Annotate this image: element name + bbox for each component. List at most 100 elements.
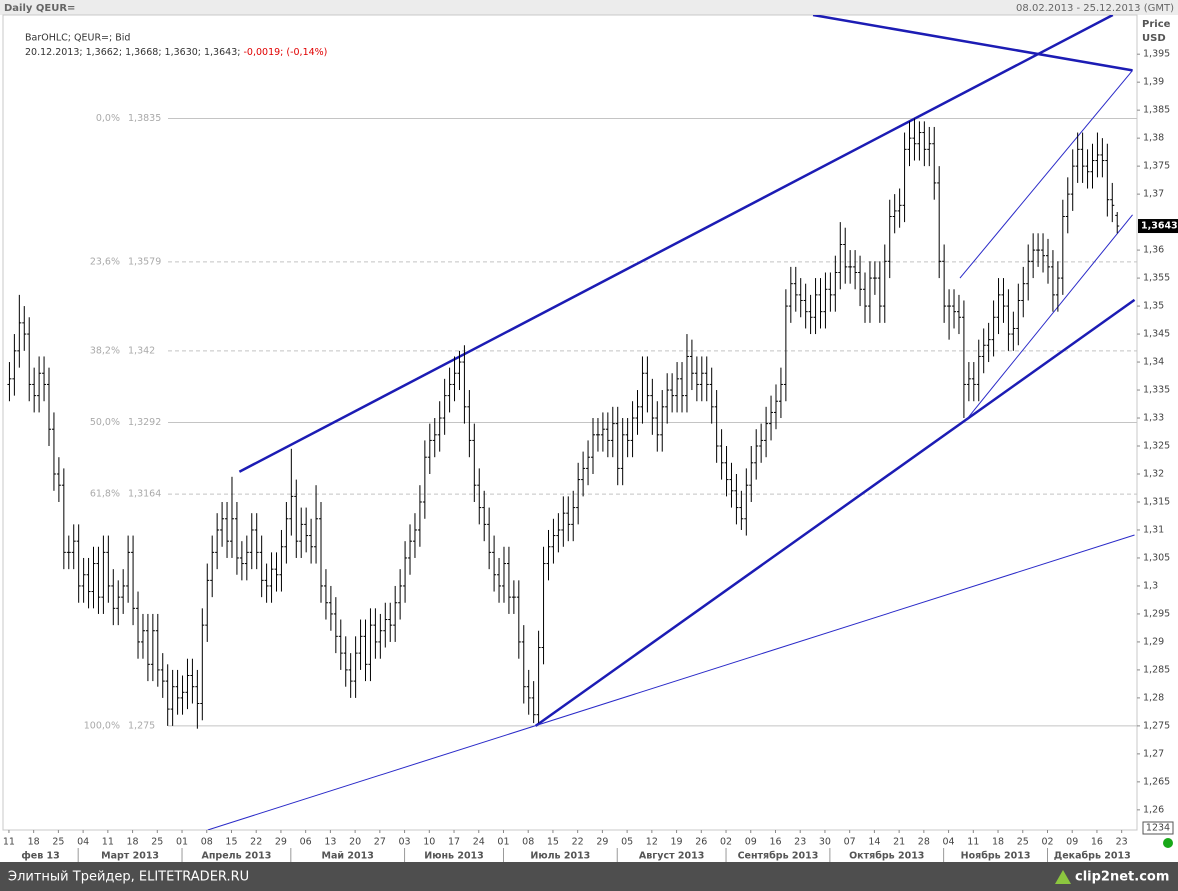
- x-tick-label: 16: [1091, 837, 1103, 848]
- fib-price: 1,275: [128, 720, 155, 731]
- y-tick-label: 1,385: [1143, 105, 1170, 116]
- x-tick-label: 19: [671, 837, 683, 848]
- x-tick-label: 23: [794, 837, 806, 848]
- x-tick-label: 09: [1066, 837, 1078, 848]
- x-tick-label: 25: [1017, 837, 1029, 848]
- y-tick-label: 1,37: [1143, 189, 1164, 200]
- y-tick-label: 1,26: [1143, 804, 1164, 815]
- y-tick-label: 1,285: [1143, 664, 1170, 675]
- y-tick-label: 1,315: [1143, 496, 1170, 507]
- fib-percent: 50,0%: [90, 417, 120, 428]
- y-tick-label: 1,27: [1143, 748, 1164, 759]
- y-tick-label: 1,39: [1143, 77, 1164, 88]
- fib-percent: 100,0%: [84, 720, 120, 731]
- x-tick-label: 08: [522, 837, 534, 848]
- ohlc-info: 20.12.2013; 1,3662; 1,3668; 1,3630; 1,36…: [25, 47, 327, 58]
- x-tick-label: 18: [28, 837, 40, 848]
- fib-price: 1,342: [128, 345, 155, 356]
- series-name: BarOHLC; QEUR=; Bid: [25, 33, 130, 44]
- brand-icon: [1055, 870, 1071, 884]
- month-label: Май 2013: [322, 851, 374, 862]
- trendline: [534, 298, 1136, 727]
- trendline: [812, 15, 1133, 72]
- x-tick-label: 01: [497, 837, 509, 848]
- corner-box: [1142, 821, 1174, 835]
- y-tick-label: 1,265: [1143, 776, 1170, 787]
- y-label: Price: [1142, 19, 1171, 30]
- x-tick-label: 13: [324, 837, 336, 848]
- trendline: [238, 15, 1114, 473]
- x-tick-label: 01: [176, 837, 188, 848]
- y-tick-label: 1,355: [1143, 273, 1170, 284]
- last-price-label: 1,3643: [1141, 221, 1178, 232]
- month-label: Декабрь 2013: [1054, 851, 1131, 862]
- fib-price: 1,3164: [128, 489, 161, 500]
- y-tick-label: 1,275: [1143, 720, 1170, 731]
- fib-percent: 23,6%: [90, 256, 120, 267]
- x-tick-label: 15: [225, 837, 237, 848]
- x-tick-label: 27: [374, 837, 386, 848]
- y-tick-label: 1,295: [1143, 608, 1170, 619]
- x-tick-label: 28: [918, 837, 930, 848]
- y-tick-label: 1,32: [1143, 468, 1164, 479]
- change: -0,0019; (-0,14%): [243, 47, 327, 58]
- x-tick-label: 29: [596, 837, 608, 848]
- x-tick-label: 24: [473, 837, 485, 848]
- x-tick-label: 22: [250, 837, 262, 848]
- x-tick-label: 17: [448, 837, 460, 848]
- x-tick-label: 15: [547, 837, 559, 848]
- header-bar: [0, 0, 1178, 15]
- y-tick-label: 1,305: [1143, 552, 1170, 563]
- x-tick-label: 02: [720, 837, 732, 848]
- month-label: Апрель 2013: [201, 851, 271, 862]
- x-tick-label: 10: [423, 837, 435, 848]
- trendline: [959, 70, 1133, 279]
- x-tick-label: 25: [52, 837, 64, 848]
- x-tick-label: 29: [275, 837, 287, 848]
- month-label: Август 2013: [639, 851, 704, 862]
- month-label: Сентябрь 2013: [738, 851, 819, 862]
- x-tick-label: 07: [844, 837, 856, 848]
- x-tick-label: 26: [695, 837, 707, 848]
- y-tick-label: 1,38: [1143, 133, 1164, 144]
- ohlc-values: 20.12.2013; 1,3662; 1,3668; 1,3630; 1,36…: [25, 47, 240, 58]
- x-tick-label: 22: [572, 837, 584, 848]
- x-tick-label: 20: [349, 837, 361, 848]
- status-dot: [1163, 838, 1173, 848]
- x-tick-label: 03: [399, 837, 411, 848]
- y-tick-label: 1,33: [1143, 413, 1164, 424]
- x-tick-label: 09: [745, 837, 757, 848]
- corner-label: 1234: [1146, 823, 1170, 834]
- x-tick-label: 25: [151, 837, 163, 848]
- x-tick-label: 11: [3, 837, 15, 848]
- y-tick-label: 1,29: [1143, 636, 1164, 647]
- x-tick-label: 12: [646, 837, 658, 848]
- fib-price: 1,3292: [128, 417, 161, 428]
- trendline: [965, 214, 1133, 421]
- y-tick-label: 1,31: [1143, 524, 1164, 535]
- x-tick-label: 08: [201, 837, 213, 848]
- y-tick-label: 1,325: [1143, 441, 1170, 452]
- x-tick-label: 11: [967, 837, 979, 848]
- fib-percent: 38,2%: [90, 345, 120, 356]
- month-label: Июль 2013: [530, 851, 590, 862]
- footer-text: Элитный Трейдер, ELITETRADER.RU: [8, 870, 249, 885]
- y-tick-label: 1,3: [1143, 580, 1158, 591]
- x-tick-label: 18: [127, 837, 139, 848]
- x-tick-label: 14: [868, 837, 880, 848]
- x-tick-label: 05: [621, 837, 633, 848]
- month-label: Октябрь 2013: [849, 851, 924, 862]
- y-tick-label: 1,28: [1143, 692, 1164, 703]
- x-tick-label: 23: [1116, 837, 1128, 848]
- x-tick-label: 21: [893, 837, 905, 848]
- y-tick-label: 1,335: [1143, 385, 1170, 396]
- y-tick-label: 1,345: [1143, 329, 1170, 340]
- y-tick-label: 1,375: [1143, 161, 1170, 172]
- y-tick-label: 1,36: [1143, 245, 1164, 256]
- y-tick-label: 1,395: [1143, 49, 1170, 60]
- trendline: [207, 534, 1135, 830]
- y-tick-label: 1,35: [1143, 301, 1164, 312]
- month-label: Июнь 2013: [424, 851, 484, 862]
